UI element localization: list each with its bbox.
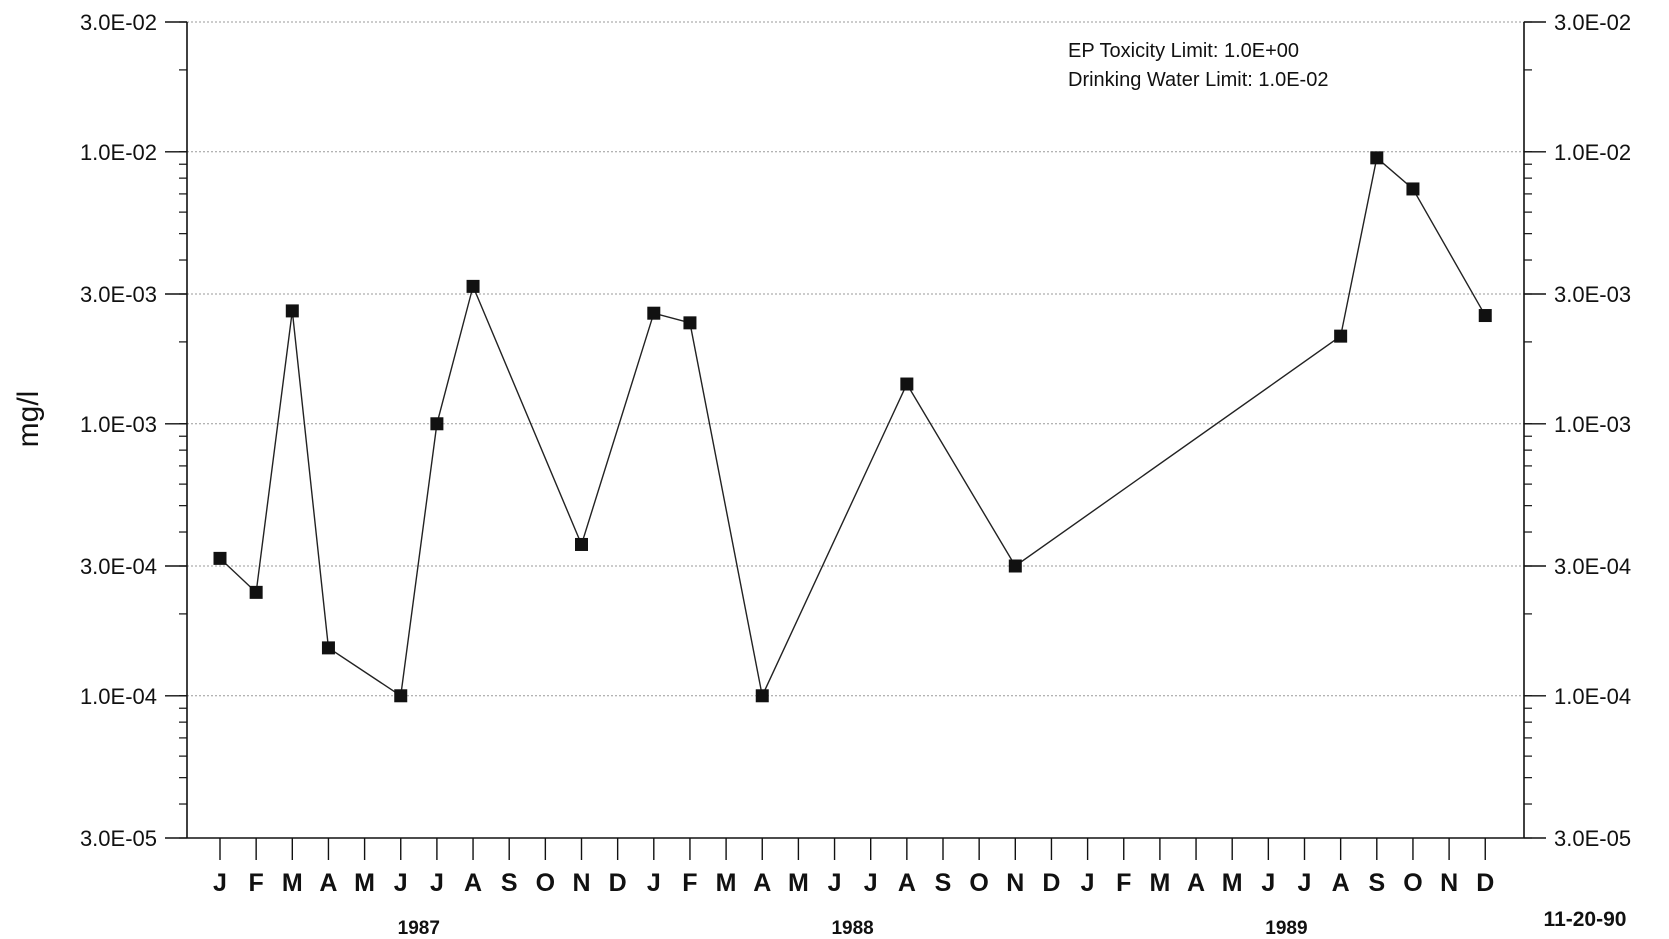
data-point xyxy=(430,417,443,430)
data-point xyxy=(322,641,335,654)
x-tick-label: N xyxy=(572,869,590,897)
y-tick-label-left: 3.0E-05 xyxy=(80,826,157,851)
x-tick-label: O xyxy=(536,869,555,897)
data-point xyxy=(1370,151,1383,164)
x-tick-label: N xyxy=(1440,869,1458,897)
x-tick-label: A xyxy=(753,869,771,897)
data-series xyxy=(214,151,1492,702)
y-tick-label-left: 1.0E-03 xyxy=(80,412,157,437)
x-tick-label: J xyxy=(828,869,842,897)
data-point xyxy=(250,586,263,599)
y-tick-label-left: 3.0E-04 xyxy=(80,554,157,579)
year-label: 1987 xyxy=(398,918,440,939)
x-tick-label: A xyxy=(898,869,916,897)
x-tick-label: M xyxy=(354,869,375,897)
x-tick-label: S xyxy=(1368,869,1385,897)
axis-ticks xyxy=(165,22,1546,860)
x-tick-label: O xyxy=(969,869,988,897)
year-label: 1989 xyxy=(1265,918,1307,939)
x-tick-label: J xyxy=(213,869,227,897)
y-tick-label-right: 1.0E-02 xyxy=(1554,140,1631,165)
x-tick-label: J xyxy=(647,869,661,897)
data-point xyxy=(394,689,407,702)
x-tick-label: A xyxy=(464,869,482,897)
x-tick-label: D xyxy=(1476,869,1494,897)
x-tick-label: D xyxy=(609,869,627,897)
x-tick-label: J xyxy=(1298,869,1312,897)
year-label: 1988 xyxy=(831,918,873,939)
data-point xyxy=(286,304,299,317)
drinking-water-annotation: Drinking Water Limit: 1.0E-02 xyxy=(1068,69,1328,91)
x-tick-label: A xyxy=(1187,869,1205,897)
y-tick-label-right: 1.0E-04 xyxy=(1554,684,1631,709)
x-tick-label: O xyxy=(1403,869,1422,897)
ep-toxicity-annotation: EP Toxicity Limit: 1.0E+00 xyxy=(1068,40,1299,62)
y-axis-label: mg/l xyxy=(12,391,45,448)
x-tick-label: A xyxy=(1332,869,1350,897)
data-point xyxy=(467,280,480,293)
x-tick-label: F xyxy=(249,869,264,897)
x-tick-label: A xyxy=(319,869,337,897)
data-point xyxy=(1009,560,1022,573)
x-tick-label: M xyxy=(282,869,303,897)
axis-labels: 3.0E-02 3.0E-02 1.0E-02 1.0E-02 3.0E-03 3.0E-… xyxy=(80,10,1631,939)
x-tick-label: S xyxy=(935,869,952,897)
x-tick-label: F xyxy=(682,869,697,897)
data-point xyxy=(1334,330,1347,343)
x-tick-label: J xyxy=(1261,869,1275,897)
y-tick-label-left: 3.0E-02 xyxy=(80,10,157,35)
data-point xyxy=(756,689,769,702)
x-tick-label: J xyxy=(394,869,408,897)
x-tick-label: J xyxy=(1081,869,1095,897)
x-tick-label: M xyxy=(1222,869,1243,897)
x-tick-label: M xyxy=(1149,869,1170,897)
data-point xyxy=(683,316,696,329)
date-stamp: 11-20-90 xyxy=(1544,908,1627,931)
data-point xyxy=(575,538,588,551)
y-tick-label-right: 3.0E-02 xyxy=(1554,10,1631,35)
data-point xyxy=(647,307,660,320)
x-tick-label: S xyxy=(501,869,518,897)
data-point xyxy=(1406,182,1419,195)
x-tick-label: M xyxy=(716,869,737,897)
gridlines xyxy=(187,22,1524,838)
data-point xyxy=(1479,309,1492,322)
y-tick-label-right: 1.0E-03 xyxy=(1554,412,1631,437)
x-tick-label: N xyxy=(1006,869,1024,897)
y-tick-label-right: 3.0E-03 xyxy=(1554,282,1631,307)
y-tick-label-left: 1.0E-02 xyxy=(80,140,157,165)
x-tick-label: F xyxy=(1116,869,1131,897)
data-point xyxy=(214,552,227,565)
y-tick-label-left: 1.0E-04 xyxy=(80,684,157,709)
y-tick-label-right: 3.0E-05 xyxy=(1554,826,1631,851)
data-point xyxy=(900,378,913,391)
x-tick-label: M xyxy=(788,869,809,897)
y-tick-label-left: 3.0E-03 xyxy=(80,282,157,307)
axes xyxy=(187,22,1524,838)
x-tick-label: J xyxy=(864,869,878,897)
y-tick-label-right: 3.0E-04 xyxy=(1554,554,1631,579)
x-tick-label: J xyxy=(430,869,444,897)
series-line xyxy=(220,158,1485,696)
x-tick-label: D xyxy=(1042,869,1060,897)
